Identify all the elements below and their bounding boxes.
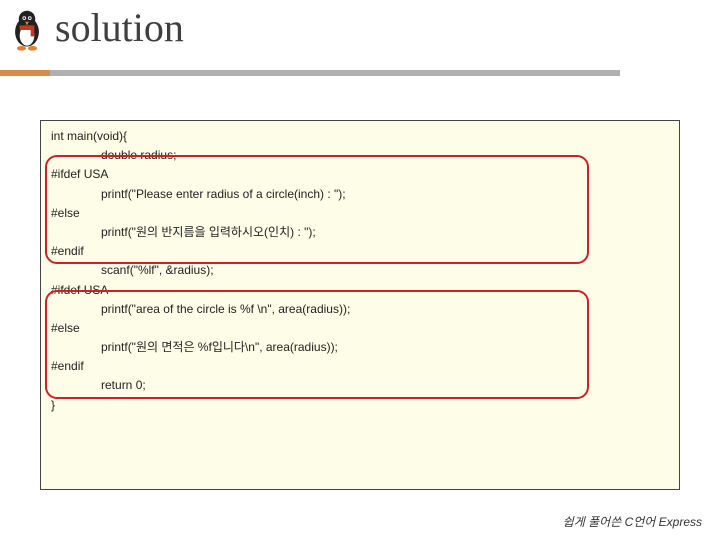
code-line: #ifdef USA [51,165,669,184]
code-line: printf("Please enter radius of a circle(… [51,185,669,204]
code-line: #ifdef USA [51,281,669,300]
code-block: int main(void){ double radius; #ifdef US… [40,120,680,490]
title-accent-bar [0,70,50,76]
logo-icon [8,8,46,52]
page-title: solution [55,4,184,51]
code-line: printf("area of the circle is %f \n", ar… [51,300,669,319]
code-line: printf("원의 면적은 %f입니다\n", area(radius)); [51,338,669,357]
title-underline [0,70,620,76]
footer-text: 쉽게 풀어쓴 C언어 Express [563,513,702,530]
code-line: return 0; [51,376,669,395]
code-line: #else [51,319,669,338]
code-line: #else [51,204,669,223]
code-line: double radius; [51,146,669,165]
code-line: printf("원의 반지름을 입력하시오(인치) : "); [51,223,669,242]
code-line: int main(void){ [51,127,669,146]
code-line: } [51,396,669,415]
code-line: #endif [51,357,669,376]
code-line: scanf("%lf", &radius); [51,261,669,280]
slide: solution int main(void){ double radius; … [0,0,720,540]
code-line: #endif [51,242,669,261]
